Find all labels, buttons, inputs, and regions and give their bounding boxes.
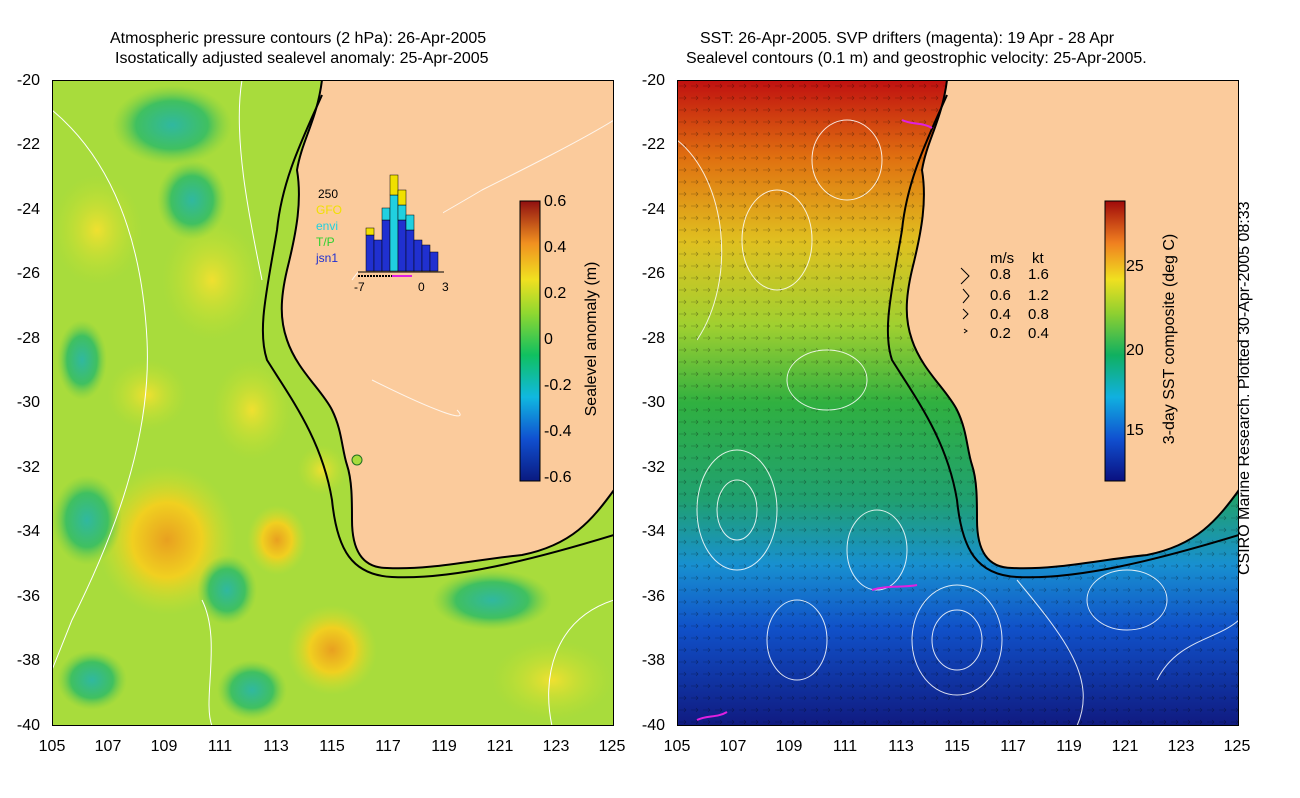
left-y-tick: -32 xyxy=(16,459,40,476)
right-x-tick: 109 xyxy=(775,738,803,755)
left-title-line2: Isostatically adjusted sealevel anomaly:… xyxy=(115,50,489,67)
right-x-tick: 111 xyxy=(832,738,858,755)
drifter-track xyxy=(901,119,933,129)
velocity-legend-kt: 0.8 xyxy=(1028,306,1049,323)
right-colorbar-label: 3-day SST composite (deg C) xyxy=(1161,233,1178,445)
left-y-tick: -30 xyxy=(16,394,40,411)
australia-land xyxy=(906,80,1239,569)
left-map xyxy=(52,80,614,726)
drifter-track xyxy=(871,584,918,591)
left-x-tick: 119 xyxy=(431,738,457,755)
left-y-tick: -34 xyxy=(16,523,40,540)
right-x-tick: 125 xyxy=(1223,738,1251,755)
left-cb-tick: 0.6 xyxy=(544,193,567,210)
right-y-tick: -28 xyxy=(641,330,665,347)
left-x-tick: 111 xyxy=(207,738,233,755)
right-cb-tick: 20 xyxy=(1126,342,1144,359)
shelf-edge xyxy=(261,94,614,579)
left-colorbar-label: Sealevel anomaly (m) xyxy=(583,261,600,417)
left-y-tick: -38 xyxy=(16,652,40,669)
inset-max-label: 250 xyxy=(318,187,339,201)
left-cb-tick: -0.4 xyxy=(544,423,572,440)
left-x-tick: 115 xyxy=(319,738,345,755)
left-x-tick: 107 xyxy=(94,738,122,755)
velocity-legend-kt: 1.2 xyxy=(1028,287,1049,304)
velocity-legend-ms: 0.2 xyxy=(990,325,1011,342)
right-y-tick: -34 xyxy=(641,523,665,540)
sealevel-colorbar xyxy=(519,200,541,482)
right-x-tick: 123 xyxy=(1167,738,1195,755)
inset-histogram xyxy=(358,174,444,280)
right-y-tick: -30 xyxy=(641,394,665,411)
right-map xyxy=(677,80,1239,726)
shelf-edge xyxy=(886,94,1239,579)
velocity-legend-header-kt: kt xyxy=(1032,250,1044,267)
left-cb-tick: 0.4 xyxy=(544,239,567,256)
station-marker xyxy=(351,454,363,466)
left-x-tick: 105 xyxy=(38,738,66,755)
right-title-line1: SST: 26-Apr-2005. SVP drifters (magenta)… xyxy=(700,30,1115,47)
right-x-tick: 115 xyxy=(944,738,970,755)
right-x-tick: 107 xyxy=(719,738,747,755)
right-y-tick: -32 xyxy=(641,459,665,476)
right-y-tick: -24 xyxy=(641,201,665,218)
right-y-tick: -26 xyxy=(641,265,665,282)
right-y-tick: -20 xyxy=(641,72,665,89)
left-x-tick: 123 xyxy=(542,738,570,755)
right-y-tick: -22 xyxy=(641,136,665,153)
right-cb-tick: 15 xyxy=(1126,422,1144,439)
left-x-tick: 109 xyxy=(150,738,178,755)
inset-legend-envi: envi xyxy=(316,219,339,233)
velocity-legend-header-ms: m/s xyxy=(990,250,1015,267)
left-y-tick: -40 xyxy=(16,717,40,734)
velocity-legend-arrows xyxy=(960,267,970,334)
inset-xtick-3: 3 xyxy=(442,280,449,294)
right-x-tick: 113 xyxy=(888,738,914,755)
right-y-tick: -40 xyxy=(641,717,665,734)
right-cb-tick: 25 xyxy=(1126,258,1144,275)
left-cb-tick: 0 xyxy=(544,331,553,348)
left-y-tick: -28 xyxy=(16,330,40,347)
inset-xtick-1: -7 xyxy=(354,280,365,294)
left-title-line1: Atmospheric pressure contours (2 hPa): 2… xyxy=(110,30,487,47)
right-x-tick: 105 xyxy=(663,738,691,755)
velocity-legend-ms: 0.8 xyxy=(990,266,1011,283)
left-y-tick: -36 xyxy=(16,588,40,605)
left-x-tick: 113 xyxy=(263,738,289,755)
right-y-tick: -36 xyxy=(641,588,665,605)
velocity-legend-ms: 0.4 xyxy=(990,306,1011,323)
right-x-tick: 119 xyxy=(1056,738,1082,755)
sst-colorbar xyxy=(1104,200,1126,482)
right-y-tick: -38 xyxy=(641,652,665,669)
left-cb-tick: 0.2 xyxy=(544,285,567,302)
left-y-tick: -24 xyxy=(16,201,40,218)
inset-xtick-2: 0 xyxy=(418,280,425,294)
inset-legend-gfo: GFO xyxy=(316,203,342,217)
left-y-tick: -26 xyxy=(16,265,40,282)
left-y-tick: -22 xyxy=(16,136,40,153)
velocity-legend-ms: 0.6 xyxy=(990,287,1011,304)
velocity-legend-kt: 0.4 xyxy=(1028,325,1049,342)
coastline xyxy=(280,80,614,570)
inset-legend-tp: T/P xyxy=(316,235,335,249)
right-title-line2: Sealevel contours (0.1 m) and geostrophi… xyxy=(686,50,1147,67)
inset-legend-jsn1: jsn1 xyxy=(316,251,339,265)
left-x-tick: 125 xyxy=(598,738,626,755)
left-x-tick: 121 xyxy=(486,738,514,755)
right-x-tick: 117 xyxy=(1000,738,1026,755)
left-x-tick: 117 xyxy=(375,738,401,755)
right-x-tick: 121 xyxy=(1111,738,1139,755)
drifter-track xyxy=(696,711,728,721)
left-cb-tick: -0.6 xyxy=(544,469,572,486)
left-y-tick: -20 xyxy=(16,72,40,89)
velocity-legend-kt: 1.6 xyxy=(1028,266,1049,283)
coastline xyxy=(905,80,1239,570)
left-cb-tick: -0.2 xyxy=(544,377,572,394)
credit-text: CSIRO Marine Research. Plotted 30-Apr-20… xyxy=(1236,201,1253,575)
